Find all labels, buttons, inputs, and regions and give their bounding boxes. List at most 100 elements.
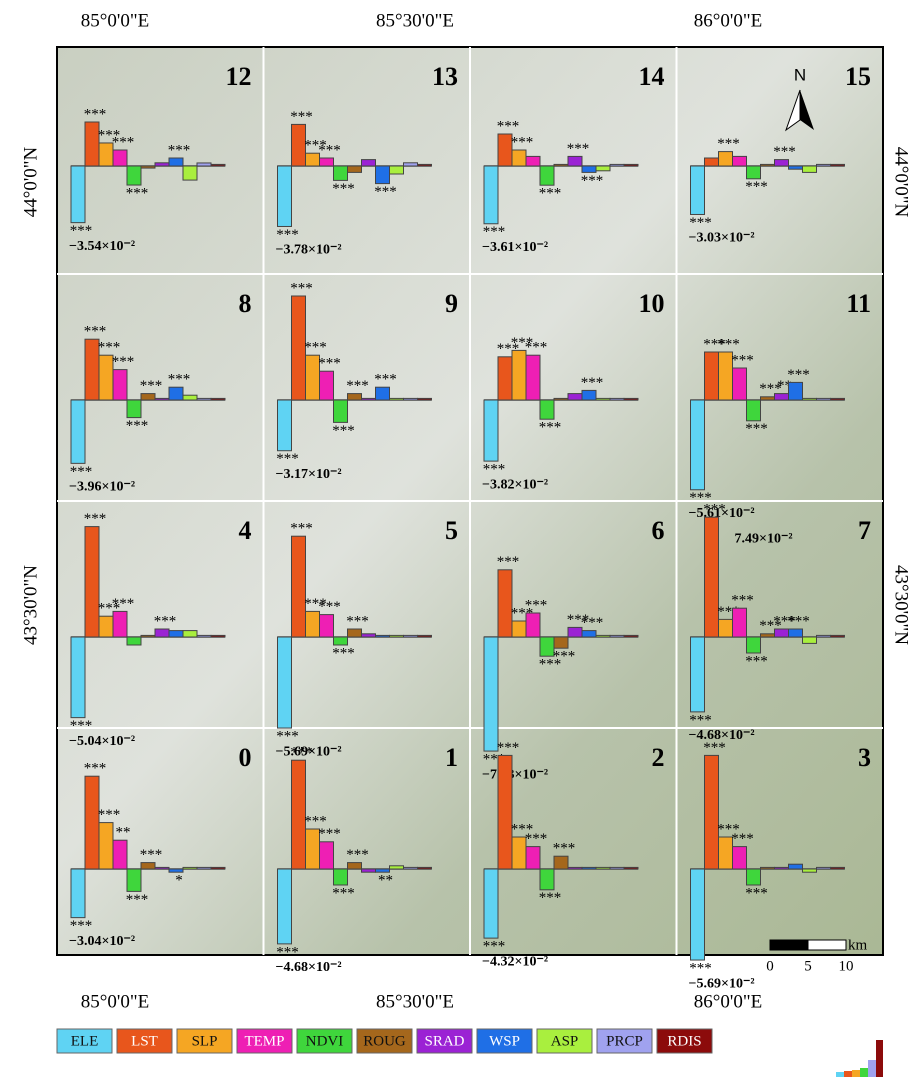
bar [789,864,803,869]
bar [390,635,404,637]
bar [183,867,197,869]
significance: *** [581,173,604,189]
panel-number: 3 [858,743,871,772]
significance: *** [168,142,191,158]
bar [113,370,127,400]
legend-label: ELE [71,1033,99,1049]
longitude-label: 85°30'0"E [376,10,454,31]
bar [334,400,348,422]
significance: *** [70,464,93,480]
bar [568,156,582,166]
legend-label: NDVI [306,1033,344,1049]
significance: *** [497,554,520,570]
bar [747,637,761,653]
panel-number: 4 [239,516,252,545]
bar [390,166,404,174]
bar [719,152,733,166]
value-label: −3.04×10⁻² [69,934,135,949]
bar [526,355,540,400]
bar [320,158,334,166]
bar [113,840,127,869]
bar [390,866,404,869]
longitude-label: 86°0'0"E [694,10,762,31]
bar [775,394,789,400]
bar [691,400,705,490]
value-label: −3.61×10⁻² [482,240,548,255]
significance: *** [290,280,313,296]
significance: *** [731,831,754,847]
significance: *** [126,185,149,201]
bar [211,164,225,166]
bar [733,368,747,400]
significance: *** [318,356,341,372]
significance: *** [332,885,355,901]
bar [418,867,432,869]
significance: *** [346,613,369,629]
bar [596,635,610,637]
value-label: −4.68×10⁻² [276,960,342,975]
significance: *** [140,378,163,394]
legend-label: PRCP [606,1033,643,1049]
significance: *** [745,885,768,901]
bar [817,398,831,400]
significance: *** [70,718,93,734]
bar [169,387,183,400]
sorted-color-bars [836,1040,883,1077]
bar [113,150,127,166]
longitude-label: 85°30'0"E [376,991,454,1012]
panel-number: 12 [226,62,252,91]
bar [155,398,169,400]
north-label: N [794,65,806,84]
significance: *** [525,831,548,847]
significance: *** [140,847,163,863]
significance: *** [745,421,768,437]
bar [512,150,526,166]
bar [211,635,225,637]
panel-number: 1 [445,743,458,772]
bar [747,400,761,421]
bar [197,398,211,400]
bar [376,387,390,400]
legend-label: RDIS [667,1033,701,1049]
significance: *** [276,728,299,744]
bar [540,400,554,419]
longitude-label: 86°0'0"E [694,991,762,1012]
bar [775,629,789,637]
value-label: −7.13×10⁻² [482,767,548,782]
value-label: −3.03×10⁻² [689,231,755,246]
bar [348,629,362,637]
significance: *** [689,712,712,728]
latitude-label: 44°0'0"N [20,146,41,217]
panel-number: 0 [239,743,252,772]
significance: ** [378,873,393,889]
significance: *** [539,420,562,436]
bar [278,400,292,451]
bar [596,398,610,400]
significance: *** [703,740,726,756]
bar [141,635,155,637]
bar [113,611,127,637]
legend-label: SLP [192,1033,218,1049]
bar [610,867,624,869]
bar [278,166,292,226]
significance: *** [70,918,93,934]
significance: *** [346,378,369,394]
value-label: −3.96×10⁻² [69,480,135,495]
significance: *** [483,224,506,240]
bar [404,398,418,400]
significance: *** [318,142,341,158]
bar [582,867,596,869]
panel-number: 2 [652,743,665,772]
bar [418,398,432,400]
bar [803,166,817,172]
bar [306,611,320,637]
latitude-label: 43°30'0"N [891,565,912,645]
bar [197,163,211,166]
significance: *** [731,593,754,609]
significance: *** [332,423,355,439]
panel-number: 15 [845,62,871,91]
bar [775,160,789,166]
bar [526,613,540,637]
bar [831,635,845,637]
significance: *** [84,324,107,340]
